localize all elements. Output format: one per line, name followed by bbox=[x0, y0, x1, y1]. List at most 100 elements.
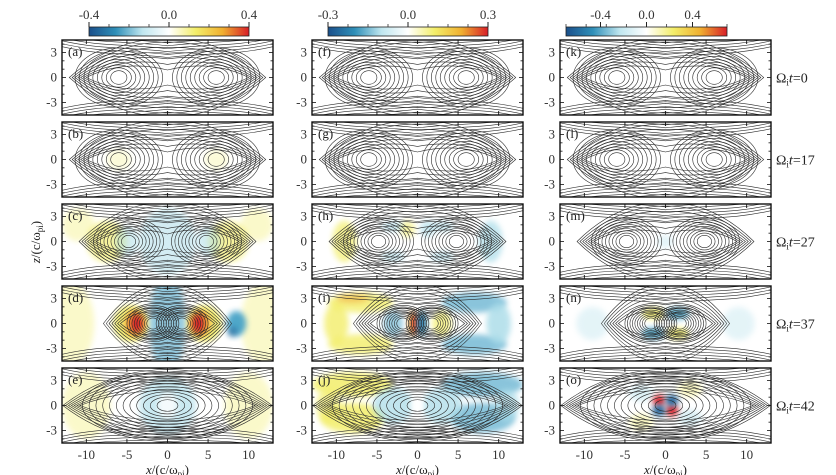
island-contour bbox=[178, 221, 235, 262]
open-field-line bbox=[560, 125, 771, 137]
open-field-line bbox=[312, 374, 523, 385]
island-contour bbox=[195, 232, 218, 251]
island-contour bbox=[445, 232, 468, 251]
open-field-line bbox=[560, 432, 771, 443]
open-field-line bbox=[312, 368, 523, 379]
open-field-line bbox=[560, 103, 771, 115]
panel-f: 3 0 -3 (f) bbox=[296, 39, 524, 116]
time-label: Ωit=17 bbox=[776, 154, 815, 170]
island-contour bbox=[679, 223, 730, 260]
island-contour bbox=[96, 219, 161, 264]
island-contour bbox=[103, 223, 154, 260]
open-field-line bbox=[560, 122, 771, 134]
y-tick-label: 0 bbox=[549, 70, 556, 85]
field-blob bbox=[494, 388, 519, 423]
island-contour bbox=[425, 317, 439, 330]
island-contour bbox=[102, 378, 233, 433]
island-contour bbox=[444, 143, 488, 176]
island-contour bbox=[629, 308, 673, 339]
island-contour bbox=[590, 141, 644, 179]
field-blob bbox=[62, 372, 111, 439]
open-field-line bbox=[62, 210, 273, 222]
x-tick-label: -5 bbox=[372, 447, 383, 462]
island-contour bbox=[360, 152, 378, 167]
panel-label: (o) bbox=[566, 372, 581, 387]
island-contour bbox=[637, 312, 665, 335]
island-contour bbox=[671, 316, 690, 331]
island-contour bbox=[379, 388, 456, 423]
panel-label: (m) bbox=[566, 208, 585, 223]
field-blob bbox=[429, 221, 455, 232]
island-contour bbox=[632, 309, 670, 338]
field-blob bbox=[227, 326, 238, 337]
island-contour bbox=[453, 67, 480, 88]
open-field-line bbox=[70, 204, 265, 214]
x-tick-label: -5 bbox=[122, 447, 133, 462]
y-tick-label: 0 bbox=[549, 234, 556, 249]
island-contour bbox=[683, 226, 726, 257]
island-contour bbox=[105, 149, 132, 170]
island-contour bbox=[175, 317, 189, 330]
panels: 3 0 -3 (a) 3 0 -3 (b) 3 0 -3 (c) 3 0 -3 (d) 3 0 -3 (e) -10 -5… bbox=[46, 39, 815, 475]
separatrix-contour bbox=[569, 123, 762, 196]
time-label: Ωit=42 bbox=[776, 400, 815, 416]
separatrix-contour bbox=[77, 52, 258, 103]
separatrix-contour bbox=[78, 204, 257, 279]
field-blob bbox=[62, 208, 95, 242]
island-contour bbox=[439, 141, 493, 179]
y-tick-label: 3 bbox=[51, 209, 58, 224]
open-field-line bbox=[62, 179, 273, 191]
island-contour bbox=[672, 219, 737, 264]
island-contour bbox=[423, 316, 442, 331]
island-contour bbox=[136, 311, 170, 336]
axis-labels: z/(c/ωpi) bbox=[28, 221, 45, 264]
field-blob bbox=[383, 310, 403, 337]
colorbar-2: -0.3 0.0 0.3 bbox=[318, 7, 496, 37]
field-blob bbox=[652, 404, 666, 417]
panel-label: (f) bbox=[318, 44, 331, 59]
island-contour bbox=[88, 56, 150, 99]
field-lines bbox=[62, 204, 273, 279]
open-field-line bbox=[320, 105, 515, 115]
island-contour bbox=[203, 67, 230, 88]
island-contour bbox=[420, 314, 444, 333]
open-field-line bbox=[312, 128, 523, 140]
open-field-line bbox=[62, 374, 273, 385]
field-blob bbox=[149, 286, 186, 361]
y-tick-label: -3 bbox=[544, 423, 555, 438]
field-blob bbox=[478, 220, 503, 263]
island-contour bbox=[355, 149, 382, 170]
island-contour bbox=[95, 375, 240, 436]
island-contour bbox=[136, 391, 199, 420]
island-contour bbox=[121, 234, 136, 249]
separatrix-contour bbox=[606, 293, 725, 354]
separatrix-contour bbox=[85, 147, 250, 172]
open-field-line bbox=[560, 40, 771, 52]
island-contour bbox=[185, 226, 228, 257]
y-tick-label: 0 bbox=[301, 234, 308, 249]
separatrix-contour bbox=[576, 204, 755, 279]
open-field-line bbox=[62, 261, 273, 273]
separatrix-contour bbox=[587, 221, 744, 262]
x-tick-label: 5 bbox=[205, 447, 212, 462]
island-contour bbox=[603, 149, 630, 170]
separatrix-contour bbox=[575, 134, 756, 185]
open-field-line bbox=[62, 182, 273, 194]
separatrix-contour bbox=[111, 298, 224, 349]
open-field-line bbox=[568, 351, 763, 361]
open-field-line bbox=[560, 292, 771, 304]
open-field-line bbox=[312, 97, 523, 109]
panel-n: 3 0 -3 (n) Ωit=37 bbox=[544, 285, 815, 362]
island-contour bbox=[173, 316, 192, 331]
open-field-line bbox=[70, 105, 265, 115]
island-contour bbox=[391, 314, 415, 333]
separatrix-contour bbox=[330, 139, 505, 180]
open-field-line bbox=[320, 435, 515, 443]
time-label: Ωit=37 bbox=[776, 318, 815, 334]
island-contour bbox=[347, 61, 391, 94]
island-contour bbox=[624, 304, 678, 342]
y-tick-label: -3 bbox=[296, 423, 307, 438]
open-field-line bbox=[568, 187, 763, 197]
separatrix-contour bbox=[324, 129, 511, 190]
open-field-line bbox=[62, 286, 273, 298]
